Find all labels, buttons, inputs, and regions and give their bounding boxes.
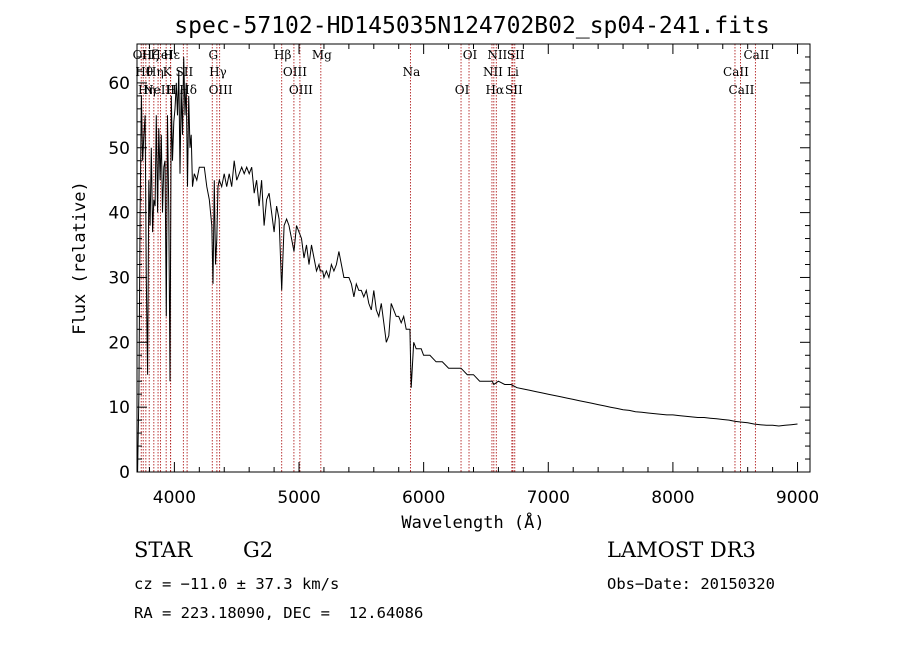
line-label: NeIII	[143, 83, 175, 97]
x-tick-label: 9000	[776, 488, 819, 508]
line-label: G	[208, 48, 218, 62]
line-label: CaII	[729, 83, 755, 97]
x-tick-label: 4000	[153, 488, 196, 508]
observation-date: Obs−Date: 20150320	[607, 575, 775, 593]
line-label: CaII	[723, 65, 749, 79]
line-label: OIII	[209, 83, 233, 97]
y-tick-label: 0	[119, 463, 130, 483]
line-label: OIII	[283, 65, 307, 79]
line-label: H	[166, 83, 176, 97]
spectrum-line	[137, 56, 798, 473]
line-label: Li	[507, 65, 519, 79]
x-tick-label: 6000	[402, 488, 445, 508]
x-tick-label: 7000	[527, 488, 570, 508]
plot-frame	[136, 43, 811, 473]
x-axis-label: Wavelength (Å)	[401, 511, 544, 533]
line-label: OI	[455, 83, 470, 97]
line-label: Na	[403, 65, 421, 79]
emission-line-labels: OIIHθHηHζHηNeIIIHeIKHHεSIIHδGHγOIIIHβOII…	[133, 48, 770, 97]
y-tick-label: 20	[108, 333, 130, 353]
survey-name: LAMOST DR3	[607, 538, 756, 562]
chart-title: spec-57102-HD145035N124702B02_sp04-241.f…	[174, 13, 769, 39]
line-label: NII	[483, 65, 503, 79]
line-label: Hγ	[209, 65, 227, 79]
y-axis-ticks: 0 10 20 30 40 50 60	[108, 56, 810, 483]
line-label: Hη	[146, 65, 164, 79]
y-tick-label: 40	[108, 204, 130, 224]
redshift-readout: cz = −11.0 ± 37.3 km/s	[134, 575, 340, 593]
x-axis-ticks: 4000 5000 6000 7000 8000 9000	[148, 44, 819, 508]
emission-line-markers	[140, 44, 756, 472]
coordinates-readout: RA = 223.18090, DEC = 12.64086	[134, 604, 424, 622]
line-label: SII	[507, 48, 525, 62]
line-label: Hδ	[179, 83, 197, 97]
y-tick-label: 30	[108, 268, 130, 288]
line-label: Hα	[486, 83, 505, 97]
line-label: Mg	[312, 48, 332, 62]
line-label: K	[163, 65, 173, 79]
line-label: Hη	[138, 83, 156, 97]
y-tick-label: 60	[108, 74, 130, 94]
x-tick-label: 8000	[651, 488, 694, 508]
line-label: SII	[505, 83, 523, 97]
line-label: Hθ	[135, 65, 153, 79]
x-tick-label: 5000	[277, 488, 320, 508]
line-label: NII	[487, 48, 507, 62]
y-tick-label: 50	[108, 139, 130, 159]
line-label: Hβ	[274, 48, 291, 62]
y-axis-label: Flux (relative)	[70, 181, 90, 335]
line-label: HeI	[150, 48, 173, 62]
y-tick-label: 10	[108, 398, 130, 418]
spectral-subclass: G2	[243, 538, 274, 562]
line-label: CaII	[743, 48, 769, 62]
line-label: Hε	[163, 48, 180, 62]
line-label: OIII	[289, 83, 313, 97]
line-label: Hζ	[142, 48, 159, 62]
object-class: STAR	[134, 538, 193, 562]
line-label: OI	[463, 48, 478, 62]
